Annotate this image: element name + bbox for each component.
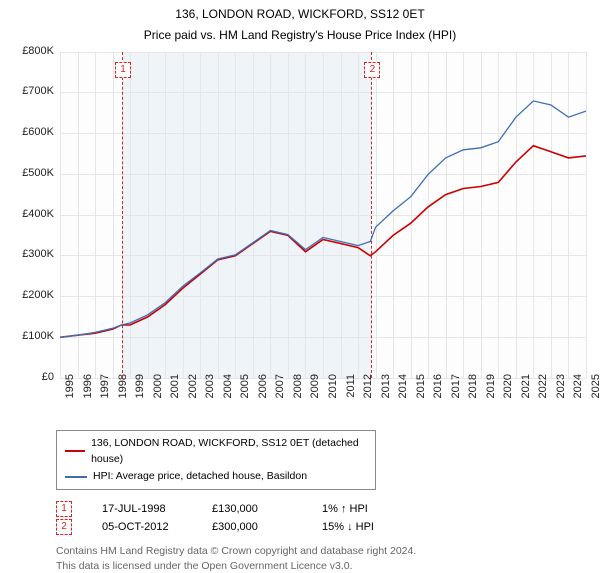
xtick-label: 1996 — [82, 374, 94, 414]
transaction-row: 1 17-JUL-1998 £130,000 1% ↑ HPI — [56, 500, 586, 518]
xtick-label: 2004 — [222, 374, 234, 414]
xtick-label: 2015 — [415, 374, 427, 414]
legend-label: HPI: Average price, detached house, Basi… — [93, 468, 307, 485]
transaction-marker: 1 — [56, 501, 72, 517]
footer-line-2: This data is licensed under the Open Gov… — [56, 559, 586, 573]
legend-item: HPI: Average price, detached house, Basi… — [65, 468, 367, 485]
xtick-label: 2001 — [169, 374, 181, 414]
xtick-label: 2023 — [555, 374, 567, 414]
xtick-label: 2014 — [397, 374, 409, 414]
chart-title: 136, LONDON ROAD, WICKFORD, SS12 0ET — [14, 6, 586, 23]
chart-area: £0£100K£200K£300K£400K£500K£600K£700K£80… — [14, 52, 586, 420]
xtick-label: 2010 — [327, 374, 339, 414]
xtick-label: 2013 — [380, 374, 392, 414]
legend-swatch — [65, 476, 87, 478]
legend: 136, LONDON ROAD, WICKFORD, SS12 0ET (de… — [56, 430, 376, 490]
transaction-date: 05-OCT-2012 — [102, 521, 182, 533]
xtick-label: 2016 — [432, 374, 444, 414]
footer-attribution: Contains HM Land Registry data © Crown c… — [56, 544, 586, 573]
legend-swatch — [65, 450, 85, 452]
xtick-label: 2017 — [450, 374, 462, 414]
transaction-marker: 2 — [56, 519, 72, 535]
legend-label: 136, LONDON ROAD, WICKFORD, SS12 0ET (de… — [91, 435, 367, 469]
series-hpi — [60, 100, 586, 336]
xtick-label: 2011 — [345, 374, 357, 414]
xtick-label: 2025 — [590, 374, 600, 414]
xtick-label: 2008 — [292, 374, 304, 414]
xtick-label: 1995 — [64, 374, 76, 414]
xtick-label: 2009 — [309, 374, 321, 414]
xtick-label: 1998 — [117, 374, 129, 414]
xtick-label: 2021 — [520, 374, 532, 414]
xtick-label: 2024 — [572, 374, 584, 414]
xtick-label: 2003 — [204, 374, 216, 414]
transactions-table: 1 17-JUL-1998 £130,000 1% ↑ HPI 2 05-OCT-2012… — [56, 500, 586, 536]
xtick-label: 2007 — [274, 374, 286, 414]
transaction-price: £300,000 — [212, 521, 292, 533]
footer-line-1: Contains HM Land Registry data © Crown c… — [56, 544, 586, 559]
series-svg — [14, 52, 586, 378]
xtick-label: 2022 — [537, 374, 549, 414]
transaction-date: 17-JUL-1998 — [102, 503, 182, 515]
xtick-label: 1997 — [99, 374, 111, 414]
chart-subtitle: Price paid vs. HM Land Registry's House … — [14, 27, 586, 44]
xtick-label: 2006 — [257, 374, 269, 414]
xtick-label: 2019 — [485, 374, 497, 414]
xtick-label: 1999 — [134, 374, 146, 414]
transaction-delta: 1% ↑ HPI — [322, 503, 402, 515]
legend-item: 136, LONDON ROAD, WICKFORD, SS12 0ET (de… — [65, 435, 367, 469]
transaction-row: 2 05-OCT-2012 £300,000 15% ↓ HPI — [56, 518, 586, 536]
xtick-label: 2020 — [502, 374, 514, 414]
xtick-label: 2005 — [239, 374, 251, 414]
transaction-delta: 15% ↓ HPI — [322, 521, 402, 533]
xtick-label: 2002 — [187, 374, 199, 414]
xtick-label: 2012 — [362, 374, 374, 414]
transaction-price: £130,000 — [212, 503, 292, 515]
gridline-v — [586, 52, 587, 378]
xtick-label: 2000 — [152, 374, 164, 414]
xtick-label: 2018 — [467, 374, 479, 414]
series-property — [60, 145, 586, 337]
